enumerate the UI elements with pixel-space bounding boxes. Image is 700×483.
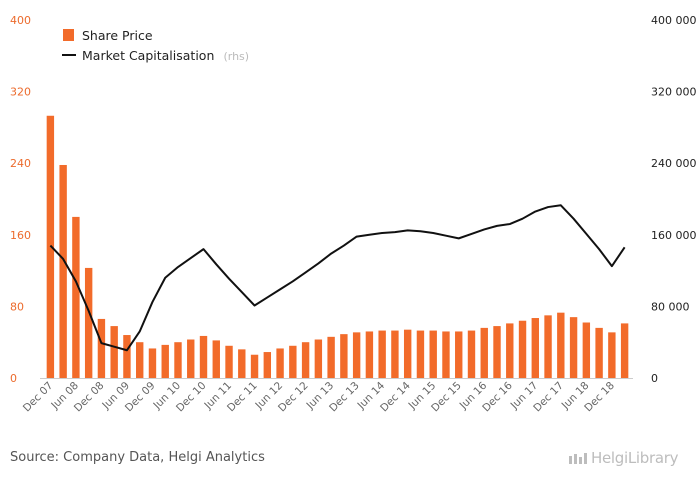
- legend-line-suffix: (rhs): [223, 50, 249, 63]
- share-price-bar: [518, 320, 527, 378]
- share-price-bar: [327, 336, 335, 378]
- left-axis-tick-label: 160: [10, 229, 31, 242]
- legend-line-label: Market Capitalisation: [82, 48, 214, 63]
- market-cap-line-layer: [49, 204, 626, 352]
- share-price-bar: [84, 267, 93, 378]
- legend-line-label-group: Market Capitalisation (rhs): [82, 45, 249, 64]
- left-axis-tick-label: 0: [10, 372, 17, 385]
- share-price-bar: [174, 342, 182, 378]
- share-price-bar: [378, 330, 386, 378]
- share-price-bar: [403, 329, 412, 378]
- logo-text: HelgiLibrary: [591, 449, 679, 467]
- share-price-bar: [569, 317, 578, 378]
- share-price-bar: [467, 330, 476, 378]
- share-price-bar: [608, 332, 616, 378]
- share-price-bar: [59, 164, 67, 378]
- right-axis-tick-label: 80 000: [651, 300, 690, 313]
- share-price-bar: [123, 335, 131, 378]
- x-axis-tick-label: Dec 07: [21, 380, 56, 415]
- share-price-bar: [493, 326, 501, 378]
- share-price-bar: [544, 315, 552, 378]
- market-cap-line: [49, 204, 626, 352]
- share-price-bar: [365, 331, 374, 378]
- share-price-bar: [238, 349, 246, 378]
- share-price-bar: [289, 345, 297, 378]
- share-price-bar: [442, 331, 450, 378]
- share-price-bar: [429, 330, 437, 378]
- share-price-bar: [531, 318, 539, 378]
- share-price-bar: [340, 334, 348, 378]
- share-price-bar: [301, 342, 310, 378]
- share-price-bar: [506, 323, 514, 378]
- share-price-bar: [557, 312, 565, 378]
- legend-bar-swatch: [63, 29, 74, 41]
- share-price-bar: [148, 348, 157, 378]
- right-axis-tick-label: 320 000: [651, 86, 697, 99]
- share-price-bar: [480, 327, 488, 378]
- share-price-bar: [352, 332, 361, 378]
- right-axis: 0 80 000 160 000 240 000 320 000 400 000: [651, 14, 697, 385]
- share-price-bar: [72, 216, 80, 378]
- share-price-bar: [620, 323, 629, 378]
- share-price-bar: [314, 339, 323, 378]
- share-price-bar: [416, 330, 425, 378]
- share-price-bar: [263, 352, 272, 378]
- share-price-bar: [97, 318, 106, 378]
- source-note: Source: Company Data, Helgi Analytics: [10, 450, 265, 465]
- share-price-bar: [391, 330, 399, 378]
- legend: Share Price Market Capitalisation (rhs): [62, 28, 249, 64]
- helgi-library-logo: HelgiLibrary: [568, 449, 679, 467]
- legend-bar-label: Share Price: [82, 28, 153, 43]
- combo-chart: 0 80 160 240 320 400 0 80 000 160 000 240 000 320…: [10, 14, 697, 414]
- left-axis-tick-label: 240: [10, 157, 31, 170]
- share-price-bar: [582, 322, 591, 378]
- right-axis-tick-label: 0: [651, 372, 658, 385]
- share-price-bars: [46, 115, 629, 378]
- share-price-bar: [199, 335, 208, 378]
- library-building-icon: [569, 453, 587, 464]
- share-price-bar: [212, 340, 220, 378]
- share-price-bar: [250, 354, 259, 378]
- left-axis-tick-label: 400: [10, 14, 31, 27]
- share-price-bar: [225, 345, 233, 378]
- right-axis-tick-label: 240 000: [651, 157, 697, 170]
- share-price-bar: [276, 348, 284, 378]
- share-price-bar: [455, 331, 463, 378]
- share-price-bar: [187, 339, 195, 378]
- share-price-bar: [161, 344, 169, 378]
- share-price-bar: [595, 327, 603, 378]
- left-axis-tick-label: 80: [10, 300, 24, 313]
- share-price-bar: [110, 326, 118, 378]
- right-axis-tick-label: 400 000: [651, 14, 697, 27]
- left-axis: 0 80 160 240 320 400: [10, 14, 31, 385]
- share-price-bar: [136, 342, 144, 378]
- left-axis-tick-label: 320: [10, 86, 31, 99]
- right-axis-tick-label: 160 000: [651, 229, 697, 242]
